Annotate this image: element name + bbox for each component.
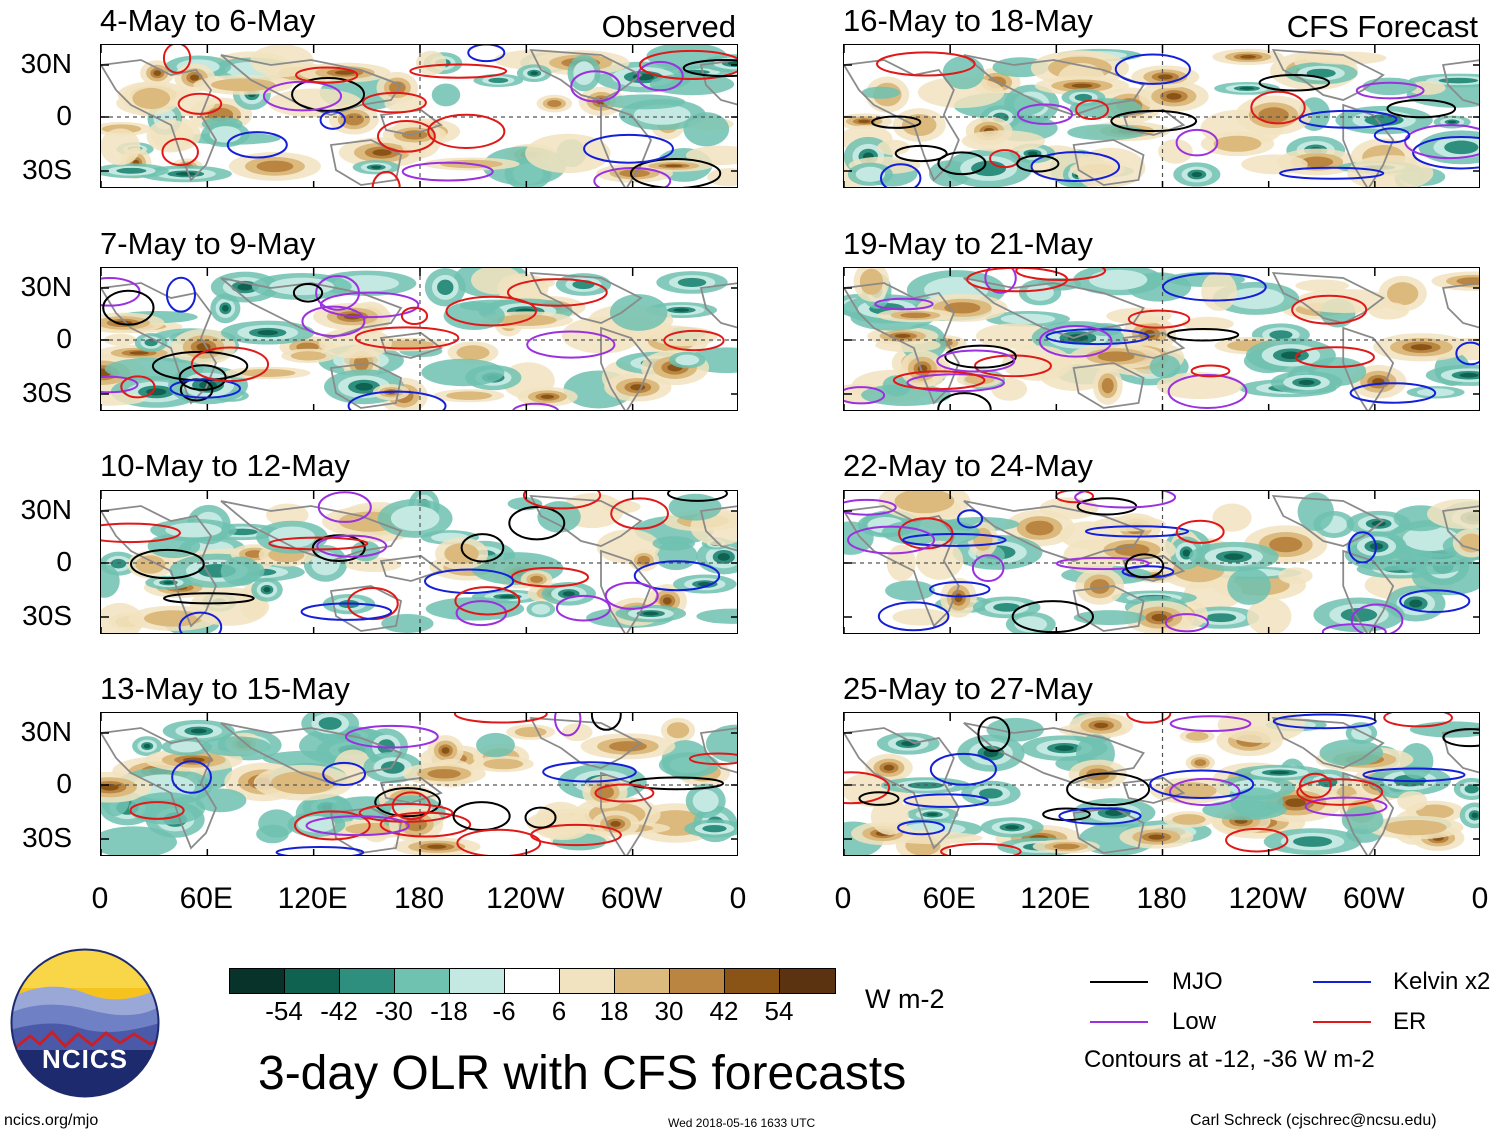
footer-url[interactable]: ncics.org/mjo: [4, 1112, 99, 1129]
y-axis-label: 0: [56, 768, 72, 799]
x-axis-label: 60E: [922, 882, 976, 915]
map-panel-observed-2: [100, 267, 738, 411]
map-panel-observed-3: [100, 490, 738, 634]
legend-low-line: [1090, 1021, 1148, 1023]
colorbar-tick-label: -18: [430, 996, 468, 1026]
colorbar-tick-label: -54: [265, 996, 303, 1026]
legend-kelvin-label: Kelvin x2: [1393, 968, 1491, 995]
colorbar-tick-label: 42: [709, 996, 739, 1026]
right-panel-4-title: 25-May to 27-May: [843, 671, 1093, 706]
y-axis-label: 30S: [22, 600, 72, 631]
x-axis-label: 0: [729, 882, 747, 915]
x-axis-label: 180: [1136, 882, 1187, 915]
map-panel-forecast-2: [843, 267, 1480, 411]
map-panel-observed-1: [100, 44, 738, 188]
colorbar-swatch: [780, 969, 835, 993]
colorbar-swatch: [450, 969, 505, 993]
colorbar-tick-label: -6: [492, 996, 516, 1026]
legend-kelvin-line: [1313, 981, 1371, 983]
y-axis-label: 30S: [22, 377, 72, 408]
colorbar-swatch: [560, 969, 615, 993]
ncics-logo[interactable]: NCICS: [10, 948, 160, 1098]
y-axis-label: 0: [56, 100, 72, 131]
colorbar-swatch: [230, 969, 285, 993]
colorbar-swatch: [285, 969, 340, 993]
x-axis-label: 120W: [1228, 882, 1307, 915]
left-panel-2-title: 7-May to 9-May: [100, 226, 316, 261]
colorbar: [229, 968, 836, 994]
right-panel-2-title: 19-May to 21-May: [843, 226, 1093, 261]
legend-mjo-line: [1090, 981, 1148, 983]
footer-timestamp: Wed 2018-05-16 1633 UTC: [668, 1116, 816, 1130]
y-axis-label: 30N: [20, 48, 72, 79]
x-axis-label: 0: [834, 882, 852, 915]
colorbar-units: W m-2: [865, 984, 945, 1014]
x-axis-label: 60W: [600, 882, 663, 915]
map-panel-forecast-1: [843, 44, 1480, 188]
cfs-forecast-label: CFS Forecast: [1286, 9, 1478, 44]
x-axis-label: 120W: [486, 882, 565, 915]
colorbar-swatch: [670, 969, 725, 993]
main-title: 3-day OLR with CFS forecasts: [258, 1047, 907, 1100]
x-axis-label: 60E: [179, 882, 234, 915]
observed-label: Observed: [601, 9, 736, 44]
legend-low-label: Low: [1172, 1008, 1217, 1035]
legend-mjo-label: MJO: [1172, 968, 1223, 995]
right-panel-3-title: 22-May to 24-May: [843, 448, 1093, 483]
colorbar-tick-label: -42: [320, 996, 358, 1026]
map-panel-forecast-3: [843, 490, 1480, 634]
y-axis-label: 30S: [22, 154, 72, 185]
y-axis-label: 30N: [20, 494, 72, 525]
colorbar-swatch: [395, 969, 450, 993]
x-axis-label: 120E: [277, 882, 348, 915]
x-axis-label: 60W: [1342, 882, 1405, 915]
colorbar-swatch: [725, 969, 780, 993]
y-axis-label: 0: [56, 323, 72, 354]
legend-er-label: ER: [1393, 1008, 1427, 1035]
colorbar-tick-label: 18: [599, 996, 629, 1026]
colorbar-tick-label: -30: [375, 996, 413, 1026]
y-axis-label: 30S: [22, 822, 72, 853]
footer-author[interactable]: Carl Schreck (cjschrec@ncsu.edu): [1190, 1112, 1437, 1129]
legend-note: Contours at -12, -36 W m-2: [1084, 1046, 1375, 1073]
x-axis-label: 0: [1471, 882, 1489, 915]
right-panel-1-title: 16-May to 18-May: [843, 3, 1093, 38]
map-panel-forecast-4: [843, 712, 1480, 856]
legend-er-line: [1313, 1021, 1371, 1023]
left-panel-1-title: 4-May to 6-May: [100, 3, 316, 38]
left-panel-4-title: 13-May to 15-May: [100, 671, 350, 706]
x-axis-label: 0: [91, 882, 109, 915]
y-axis-label: 30N: [20, 716, 72, 747]
x-axis-label: 180: [393, 882, 445, 915]
colorbar-tick-label: 30: [654, 996, 684, 1026]
colorbar-tick-label: 54: [764, 996, 794, 1026]
y-axis-label: 30N: [20, 271, 72, 302]
x-axis-label: 120E: [1020, 882, 1091, 915]
y-axis-label: 0: [56, 546, 72, 577]
colorbar-swatch: [615, 969, 670, 993]
left-panel-3-title: 10-May to 12-May: [100, 448, 350, 483]
map-panel-observed-4: [100, 712, 738, 856]
colorbar-swatch: [340, 969, 395, 993]
logo-text: NCICS: [42, 1044, 128, 1074]
colorbar-tick-label: 6: [551, 996, 567, 1026]
colorbar-swatch: [505, 969, 560, 993]
